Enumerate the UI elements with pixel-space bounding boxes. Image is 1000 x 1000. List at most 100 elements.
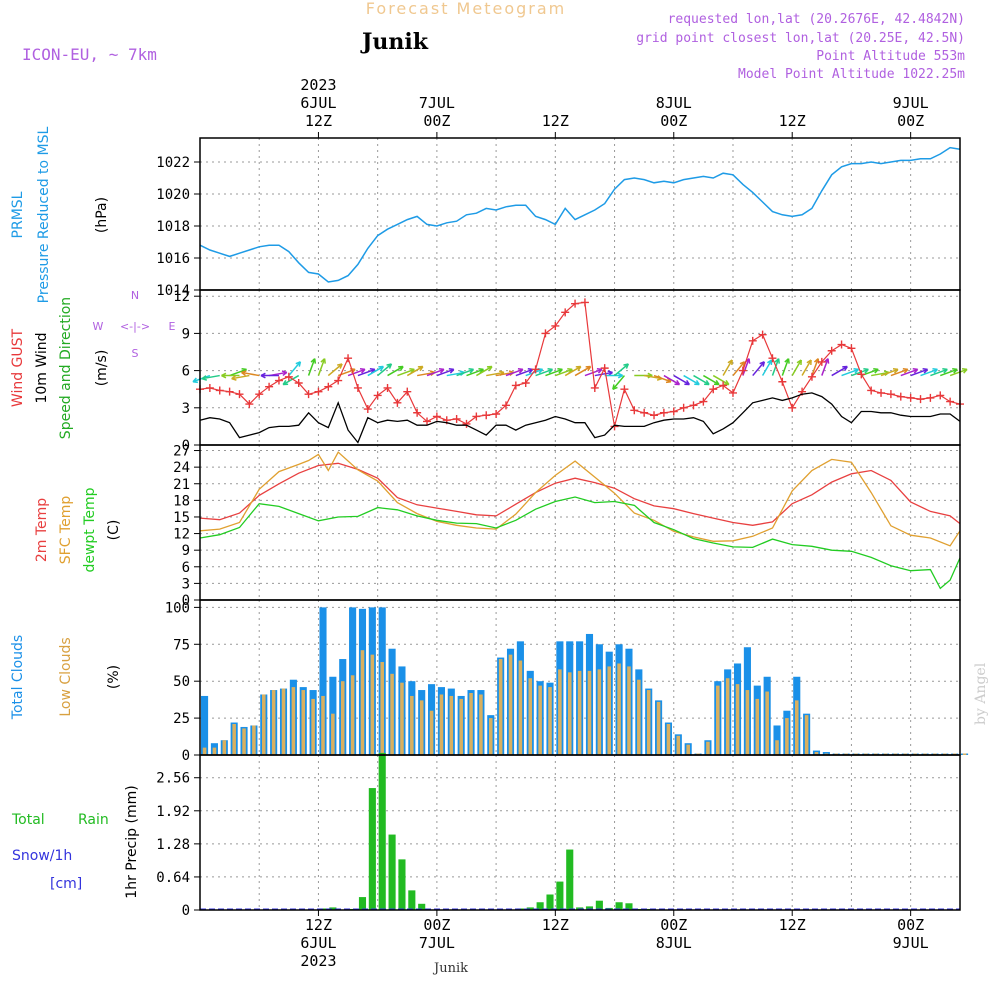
wind-direction-arrowhead [723,379,730,386]
gust-point [561,308,570,317]
low-cloud-bar [538,685,542,755]
low-cloud-bar [558,669,562,755]
wind-direction-arrow [594,371,613,377]
gust-point [571,299,580,308]
low-cloud-bar [212,747,217,755]
clouds-ytick-label: 0 [182,748,190,764]
wind-direction-arrow [397,368,415,377]
wind-direction-arrow [722,359,733,376]
low-cloud-bar [489,718,493,755]
cloud-side-labels: Total Clouds Low Clouds (%) [10,635,122,720]
low-cloud-bar [814,752,819,755]
low-cloud-bar [419,700,424,755]
gust-point [373,391,382,400]
gust-point [728,388,737,397]
wind-direction-arrowhead [873,368,879,374]
wind-direction-arrowhead [813,358,820,364]
gust-point [590,383,599,392]
low-cloud-bar [528,678,533,755]
wind-direction-arrow [545,368,563,377]
wind-direction-arrowhead [337,363,343,369]
clouds-ytick-label: 100 [165,600,190,616]
wind-direction-arrow [841,368,859,377]
gust-point [748,336,757,345]
temperature-ytick-label: 24 [173,460,190,476]
wind-direction-arrow [614,363,629,377]
total-label: Total [11,812,45,828]
wind-direction-arrow [920,368,938,377]
low-cloud-bar [637,679,641,755]
wind-direction-arrow [683,374,700,386]
precip-ytick-label: 1.28 [156,837,190,853]
gust-point [817,357,826,366]
wind-direction-arrowhead [575,365,582,372]
model-label: ICON-EU, ~ 7km [22,45,157,64]
wind-direction-arrowhead [612,384,618,391]
wind-direction-arrow [712,374,730,386]
wind-direction-arrow [417,371,435,377]
wind-direction-arrow [880,368,899,377]
wind-direction-arrow [387,365,404,377]
wind-direction-arrow [357,368,376,377]
wind-direction-arrow [791,359,802,376]
wind-direction-arrow [505,368,524,377]
wind-direction-arrow [525,368,543,377]
plot-layer: 1014101610181020102203691203691215182124… [156,76,969,970]
rain-bar [378,752,386,910]
gust-point [482,411,491,420]
bottom-time-label: 00Z [423,916,450,934]
wind-direction-arrowhead [359,368,366,374]
wind-ytick-label: 9 [182,326,190,342]
wind-direction-arrow [890,368,909,377]
pressure-ytick-label: 1016 [156,251,190,267]
bottom-time-label: 9JUL [893,934,929,952]
gust-point [857,370,866,379]
wind-ytick-label: 6 [182,364,190,380]
gust-point [304,390,313,399]
gust-point [768,354,777,363]
gust-point [847,344,856,353]
wind-direction-arrowhead [486,365,493,372]
gust-point [284,372,293,381]
wind-ytick-label: 3 [182,401,190,417]
low-cloud-bar [617,663,621,755]
gust-point [926,393,935,402]
wind-direction-arrowhead [547,368,554,374]
wind-direction-arrow [282,374,300,386]
low-cloud-bar [281,688,286,755]
wind-direction-arrowhead [902,368,909,374]
wind-direction-arrowhead [221,372,227,379]
temp-side-labels: 2m Temp SFC Temp dewpt Temp (C) [34,487,122,572]
gust-point [896,392,905,401]
wind-direction-arrow [801,359,812,376]
top-time-label: 6JUL [300,94,336,112]
wind-direction-arrowhead [892,368,899,374]
gust-point [472,412,481,421]
low-cloud-bar [400,682,404,755]
wind-direction-arrowhead [468,368,475,374]
low-cloud-bar [370,654,375,755]
precip-axis-label: 1hr Precip (mm) [124,785,140,898]
wind-direction-arrow [781,358,790,376]
gust-point [235,390,244,399]
precip-side-labels: Total Rain Snow/1h [cm] 1hr Precip (mm) [11,785,140,898]
wind-direction-arrow [821,358,829,376]
wind-direction-arrow [910,368,928,377]
gust-point [689,401,698,410]
precip-panel: 0 0.64 1.28 1.92 2.56 [156,752,960,919]
low-cloud-bar [627,666,631,755]
gust-point [423,417,432,426]
gust-point [659,408,668,417]
rain-label: Rain [78,812,109,828]
compass-e: E [169,320,176,333]
wind-direction-arrowhead [674,379,681,386]
gust-point [936,391,945,400]
gust-point [916,395,925,404]
wind-direction-arrow [663,374,680,386]
wind-direction-arrowhead [386,363,393,369]
low-cloud-bar [765,691,769,755]
wind-direction-arrow [930,368,948,377]
low-cloud-bar [311,698,315,755]
gust-point [501,401,510,410]
